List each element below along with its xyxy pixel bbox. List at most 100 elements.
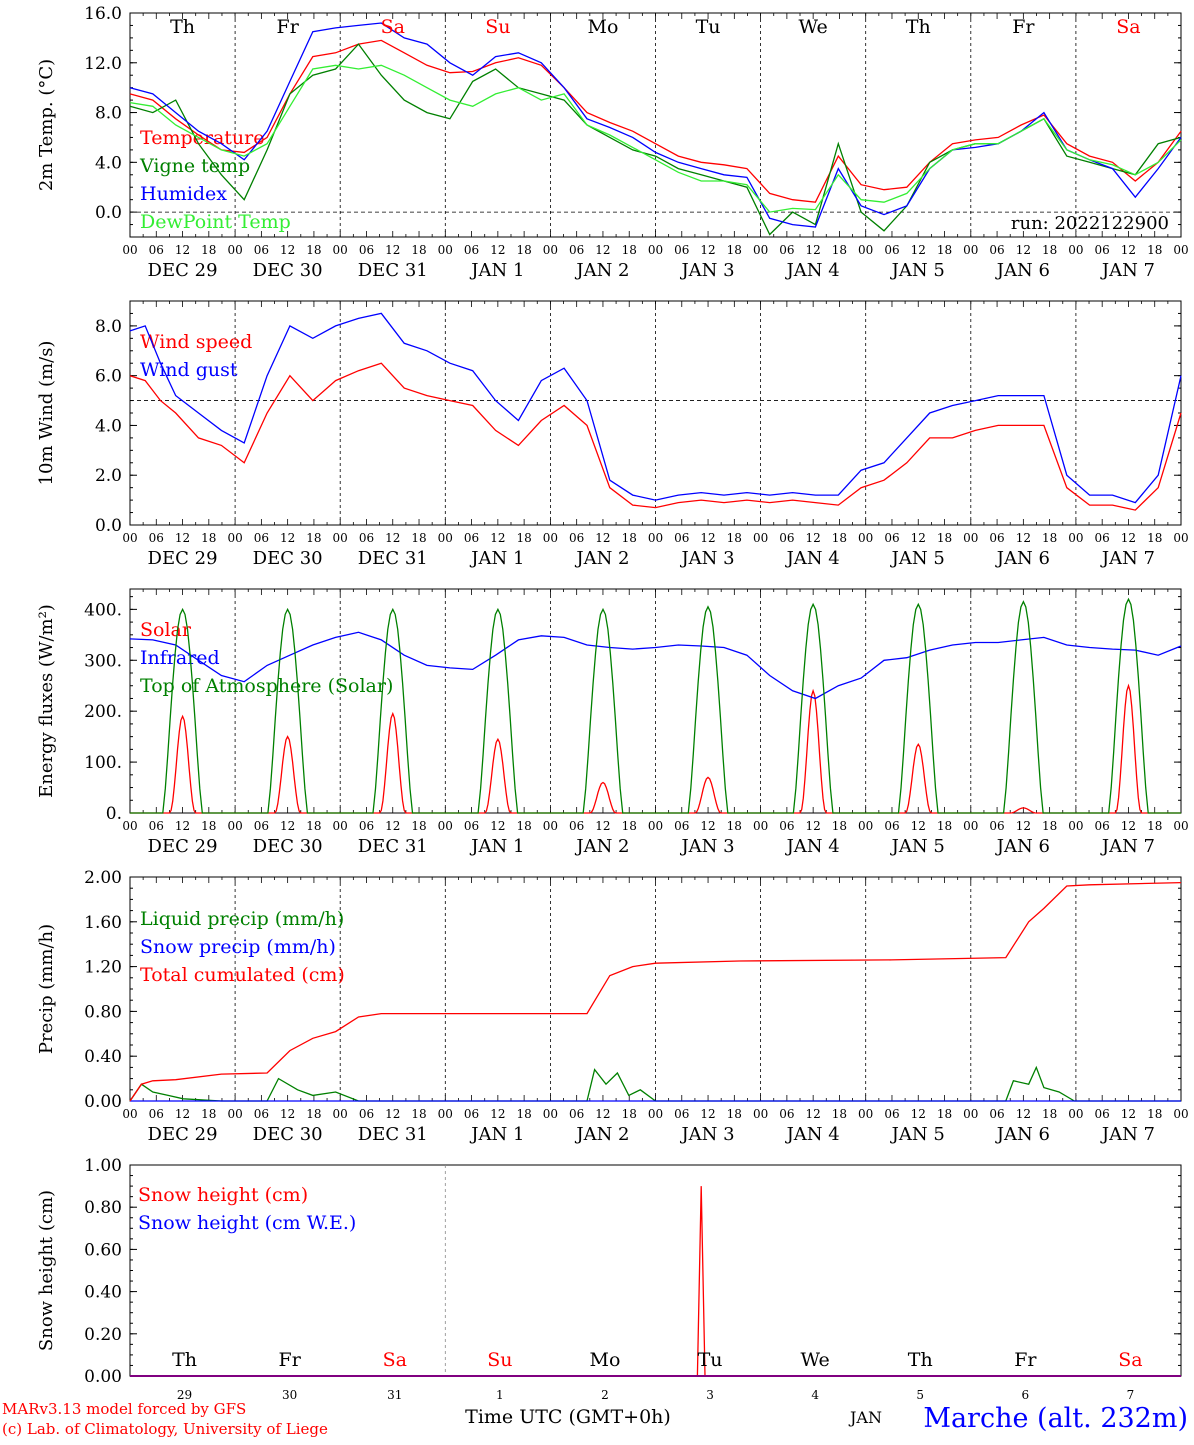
date-label: JAN 2	[574, 260, 629, 281]
hour-tick-label: 06	[884, 819, 899, 833]
legend-entry: Wind gust	[140, 359, 238, 381]
plot-frame	[129, 588, 1182, 814]
hour-tick-label: 06	[149, 243, 164, 257]
series-line-lightgreen	[129, 64, 1182, 213]
hour-tick-label: 06	[359, 819, 374, 833]
hour-tick-label: 12	[595, 531, 610, 545]
hour-tick-label: 18	[1042, 243, 1057, 257]
date-label: JAN 3	[679, 260, 734, 281]
hour-tick-label: 06	[884, 243, 899, 257]
day-number: 5	[916, 1388, 924, 1402]
hour-tick-label: 06	[464, 531, 479, 545]
hour-tick-label: 00	[227, 531, 242, 545]
day-name: Sa	[383, 1349, 407, 1371]
hour-tick-label: 00	[438, 1107, 453, 1121]
y-axis-label: Snow height (cm)	[36, 1190, 57, 1351]
hour-tick-label: 06	[884, 531, 899, 545]
day-number: 3	[706, 1388, 714, 1402]
hour-tick-label: 18	[306, 819, 321, 833]
hour-tick-label: 00	[333, 819, 348, 833]
hour-tick-label: 12	[1016, 1107, 1031, 1121]
series-line-blue	[129, 22, 1182, 228]
y-tick-label: 0.60	[84, 1240, 122, 1260]
day-name: Th	[172, 1349, 197, 1371]
hour-tick-label: 06	[254, 243, 269, 257]
hour-tick-label: 12	[595, 819, 610, 833]
hour-tick-label: 00	[1173, 531, 1188, 545]
hour-tick-label: 12	[806, 243, 821, 257]
hour-tick-label: 00	[227, 1107, 242, 1121]
hour-tick-label: 00	[963, 1107, 978, 1121]
hour-tick-label: 12	[911, 1107, 926, 1121]
hour-tick-label: 18	[306, 243, 321, 257]
hour-tick-label: 06	[674, 243, 689, 257]
hour-tick-label: 12	[490, 819, 505, 833]
hour-tick-label: 06	[149, 819, 164, 833]
y-axis-label: Energy fluxes (W/m²)	[36, 604, 57, 798]
day-number: 2	[601, 1388, 609, 1402]
hour-tick-label: 06	[989, 531, 1004, 545]
hour-tick-label: 00	[858, 819, 873, 833]
legend-entry: Total cumulated (cm)	[140, 964, 345, 986]
hour-tick-label: 12	[700, 243, 715, 257]
hour-tick-label: 00	[333, 1107, 348, 1121]
y-tick-label: 100.	[84, 753, 122, 773]
day-number: 29	[177, 1388, 192, 1402]
date-label: JAN 7	[1100, 836, 1155, 857]
hour-tick-label: 06	[569, 243, 584, 257]
day-name: Sa	[381, 16, 405, 38]
legend-entry: Snow precip (mm/h)	[140, 936, 336, 958]
hour-tick-label: 06	[1095, 531, 1110, 545]
hour-tick-label: 00	[122, 531, 137, 545]
y-tick-label: 0.40	[84, 1283, 122, 1303]
hour-tick-label: 06	[149, 1107, 164, 1121]
date-label: JAN 2	[574, 836, 629, 857]
hour-tick-label: 18	[201, 243, 216, 257]
hour-tick-label: 00	[648, 1107, 663, 1121]
day-number: 1	[496, 1388, 504, 1402]
hour-tick-label: 18	[727, 243, 742, 257]
hour-tick-label: 18	[1147, 1107, 1162, 1121]
hour-tick-label: 18	[937, 243, 952, 257]
date-label: DEC 31	[358, 548, 428, 569]
y-tick-label: 0.0	[95, 516, 122, 536]
date-label: JAN 1	[469, 836, 524, 857]
hour-tick-label: 12	[490, 243, 505, 257]
hour-tick-label: 18	[306, 1107, 321, 1121]
hour-tick-label: 18	[1042, 531, 1057, 545]
hour-tick-label: 00	[333, 243, 348, 257]
y-tick-label: 2.0	[95, 466, 122, 486]
date-label: JAN 3	[679, 548, 734, 569]
date-label: JAN 1	[469, 260, 524, 281]
hour-tick-label: 18	[622, 531, 637, 545]
date-label: JAN 2	[574, 1124, 629, 1145]
hour-tick-label: 06	[569, 1107, 584, 1121]
day-name: Th	[170, 16, 195, 38]
legend-entry: Solar	[140, 619, 192, 641]
hour-tick-label: 06	[149, 531, 164, 545]
date-label: JAN 6	[995, 836, 1050, 857]
hour-tick-label: 18	[937, 531, 952, 545]
hour-tick-label: 12	[1121, 243, 1136, 257]
hour-tick-label: 06	[1095, 243, 1110, 257]
hour-tick-label: 00	[1173, 819, 1188, 833]
day-number: 31	[387, 1388, 402, 1402]
hour-tick-label: 18	[622, 819, 637, 833]
hour-tick-label: 00	[753, 1107, 768, 1121]
series-line-blue	[129, 312, 1182, 504]
legend-entry: DewPoint Temp	[140, 211, 291, 233]
date-label: DEC 29	[148, 260, 218, 281]
y-tick-label: 1.60	[84, 913, 122, 933]
y-tick-label: 300.	[84, 651, 122, 671]
day-name: Fr	[277, 16, 300, 38]
day-name: Mo	[589, 1349, 620, 1371]
panel-2: 00 06 12 18 00 06 12 18 00 06 12 18 00 06 12 18 00 06 12 18…	[36, 300, 1189, 569]
y-tick-label: 16.0	[84, 4, 122, 24]
day-name: Tu	[696, 16, 721, 38]
day-name: Th	[906, 16, 931, 38]
legend-entry: Infrared	[140, 647, 220, 669]
hour-tick-label: 06	[884, 1107, 899, 1121]
hour-tick-label: 00	[858, 1107, 873, 1121]
date-label: JAN 7	[1100, 548, 1155, 569]
series-line-green	[129, 1065, 1181, 1102]
